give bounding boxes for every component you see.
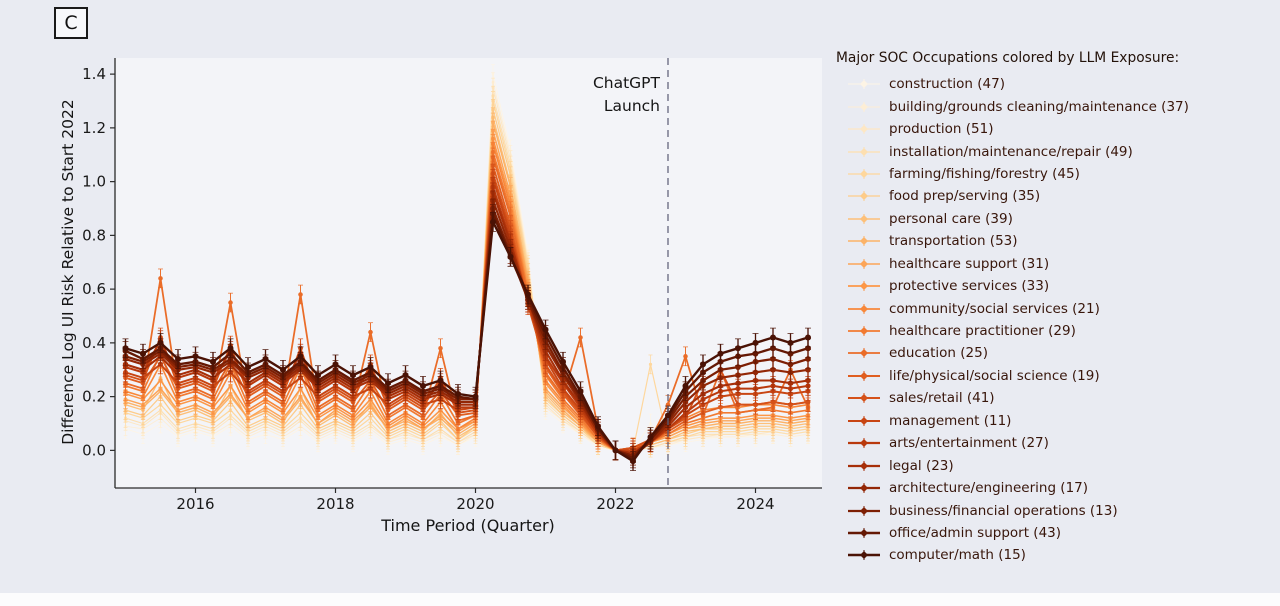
x-tick-label: 2018 [316,495,354,513]
legend-label: legal (23) [889,457,954,474]
x-tick-label: 2022 [596,495,634,513]
legend-label: protective services (33) [889,278,1050,295]
legend-item-4: farming/fishing/forestry (45) [836,163,1280,185]
legend-label: sales/retail (41) [889,390,995,407]
legend-marker-icon [848,101,880,112]
legend-marker-icon [848,79,880,90]
legend-label: farming/fishing/forestry (45) [889,165,1080,182]
legend-label: education (25) [889,345,988,362]
legend-items: construction (47) building/grounds cleani… [836,73,1280,567]
x-axis-label: Time Period (Quarter) [381,516,555,535]
legend: Major SOC Occupations colored by LLM Exp… [836,50,1280,567]
legend-item-0: construction (47) [836,73,1280,95]
legend-label: office/admin support (43) [889,524,1062,541]
legend-item-17: legal (23) [836,454,1280,476]
legend-title: Major SOC Occupations colored by LLM Exp… [836,50,1180,66]
y-axis-label: Difference Log UI Risk Relative to Start… [59,99,77,445]
legend-marker-icon [848,281,880,292]
legend-item-15: management (11) [836,410,1280,432]
chatgpt-launch-annotation: ChatGPT Launch [510,72,660,118]
legend-item-20: office/admin support (43) [836,522,1280,544]
legend-marker-icon [848,236,880,247]
legend-item-14: sales/retail (41) [836,387,1280,409]
legend-item-10: community/social services (21) [836,297,1280,319]
legend-marker-icon [848,505,880,516]
legend-item-19: business/financial operations (13) [836,499,1280,521]
y-tick-label: 0.0 [82,441,106,459]
legend-marker-icon [848,393,880,404]
legend-item-5: food prep/serving (35) [836,185,1280,207]
legend-label: production (51) [889,121,994,138]
legend-marker-icon [848,303,880,314]
legend-label: healthcare support (31) [889,255,1050,272]
legend-label: management (11) [889,412,1012,429]
legend-label: business/financial operations (13) [889,502,1118,519]
legend-item-3: installation/maintenance/repair (49) [836,140,1280,162]
x-tick-label: 2020 [456,495,494,513]
legend-marker-icon [848,213,880,224]
legend-marker-icon [848,326,880,337]
legend-label: healthcare practitioner (29) [889,323,1076,340]
legend-marker-icon [848,258,880,269]
y-tick-label: 1.0 [82,173,106,191]
legend-marker-icon [848,415,880,426]
legend-label: architecture/engineering (17) [889,480,1089,497]
legend-item-11: healthcare practitioner (29) [836,320,1280,342]
legend-label: personal care (39) [889,210,1013,227]
series-21 [122,212,811,471]
legend-marker-icon [848,370,880,381]
legend-label: life/physical/social science (19) [889,367,1100,384]
legend-item-1: building/grounds cleaning/maintenance (3… [836,95,1280,117]
legend-marker-icon [848,438,880,449]
legend-label: installation/maintenance/repair (49) [889,143,1133,160]
legend-item-8: healthcare support (31) [836,253,1280,275]
legend-item-16: arts/entertainment (27) [836,432,1280,454]
y-tick-label: 0.6 [82,280,106,298]
legend-item-12: education (25) [836,342,1280,364]
panel-label: C [54,7,88,39]
annotation-line1: ChatGPT [592,74,660,92]
legend-marker-icon [848,460,880,471]
legend-item-7: transportation (53) [836,230,1280,252]
bottom-strip [0,593,1280,606]
legend-marker-icon [848,168,880,179]
y-tick-label: 1.2 [82,119,106,137]
legend-marker-icon [848,124,880,135]
legend-item-18: architecture/engineering (17) [836,477,1280,499]
y-tick-label: 0.4 [82,334,106,352]
y-tick-label: 1.4 [82,65,106,83]
legend-marker-icon [848,550,880,561]
x-tick-label: 2016 [176,495,214,513]
y-tick-label: 0.8 [82,226,106,244]
legend-marker-icon [848,146,880,157]
legend-label: building/grounds cleaning/maintenance (3… [889,98,1189,115]
legend-label: transportation (53) [889,233,1018,250]
legend-item-9: protective services (33) [836,275,1280,297]
legend-item-13: life/physical/social science (19) [836,365,1280,387]
legend-label: food prep/serving (35) [889,188,1041,205]
legend-marker-icon [848,191,880,202]
legend-label: computer/math (15) [889,547,1026,564]
legend-label: arts/entertainment (27) [889,435,1049,452]
legend-label: construction (47) [889,76,1005,93]
legend-marker-icon [848,527,880,538]
legend-marker-icon [848,348,880,359]
legend-marker-icon [848,483,880,494]
legend-label: community/social services (21) [889,300,1100,317]
x-tick-label: 2024 [736,495,774,513]
y-tick-label: 0.2 [82,388,106,406]
annotation-line2: Launch [603,97,660,115]
legend-item-2: production (51) [836,118,1280,140]
legend-item-6: personal care (39) [836,208,1280,230]
legend-item-21: computer/math (15) [836,544,1280,566]
